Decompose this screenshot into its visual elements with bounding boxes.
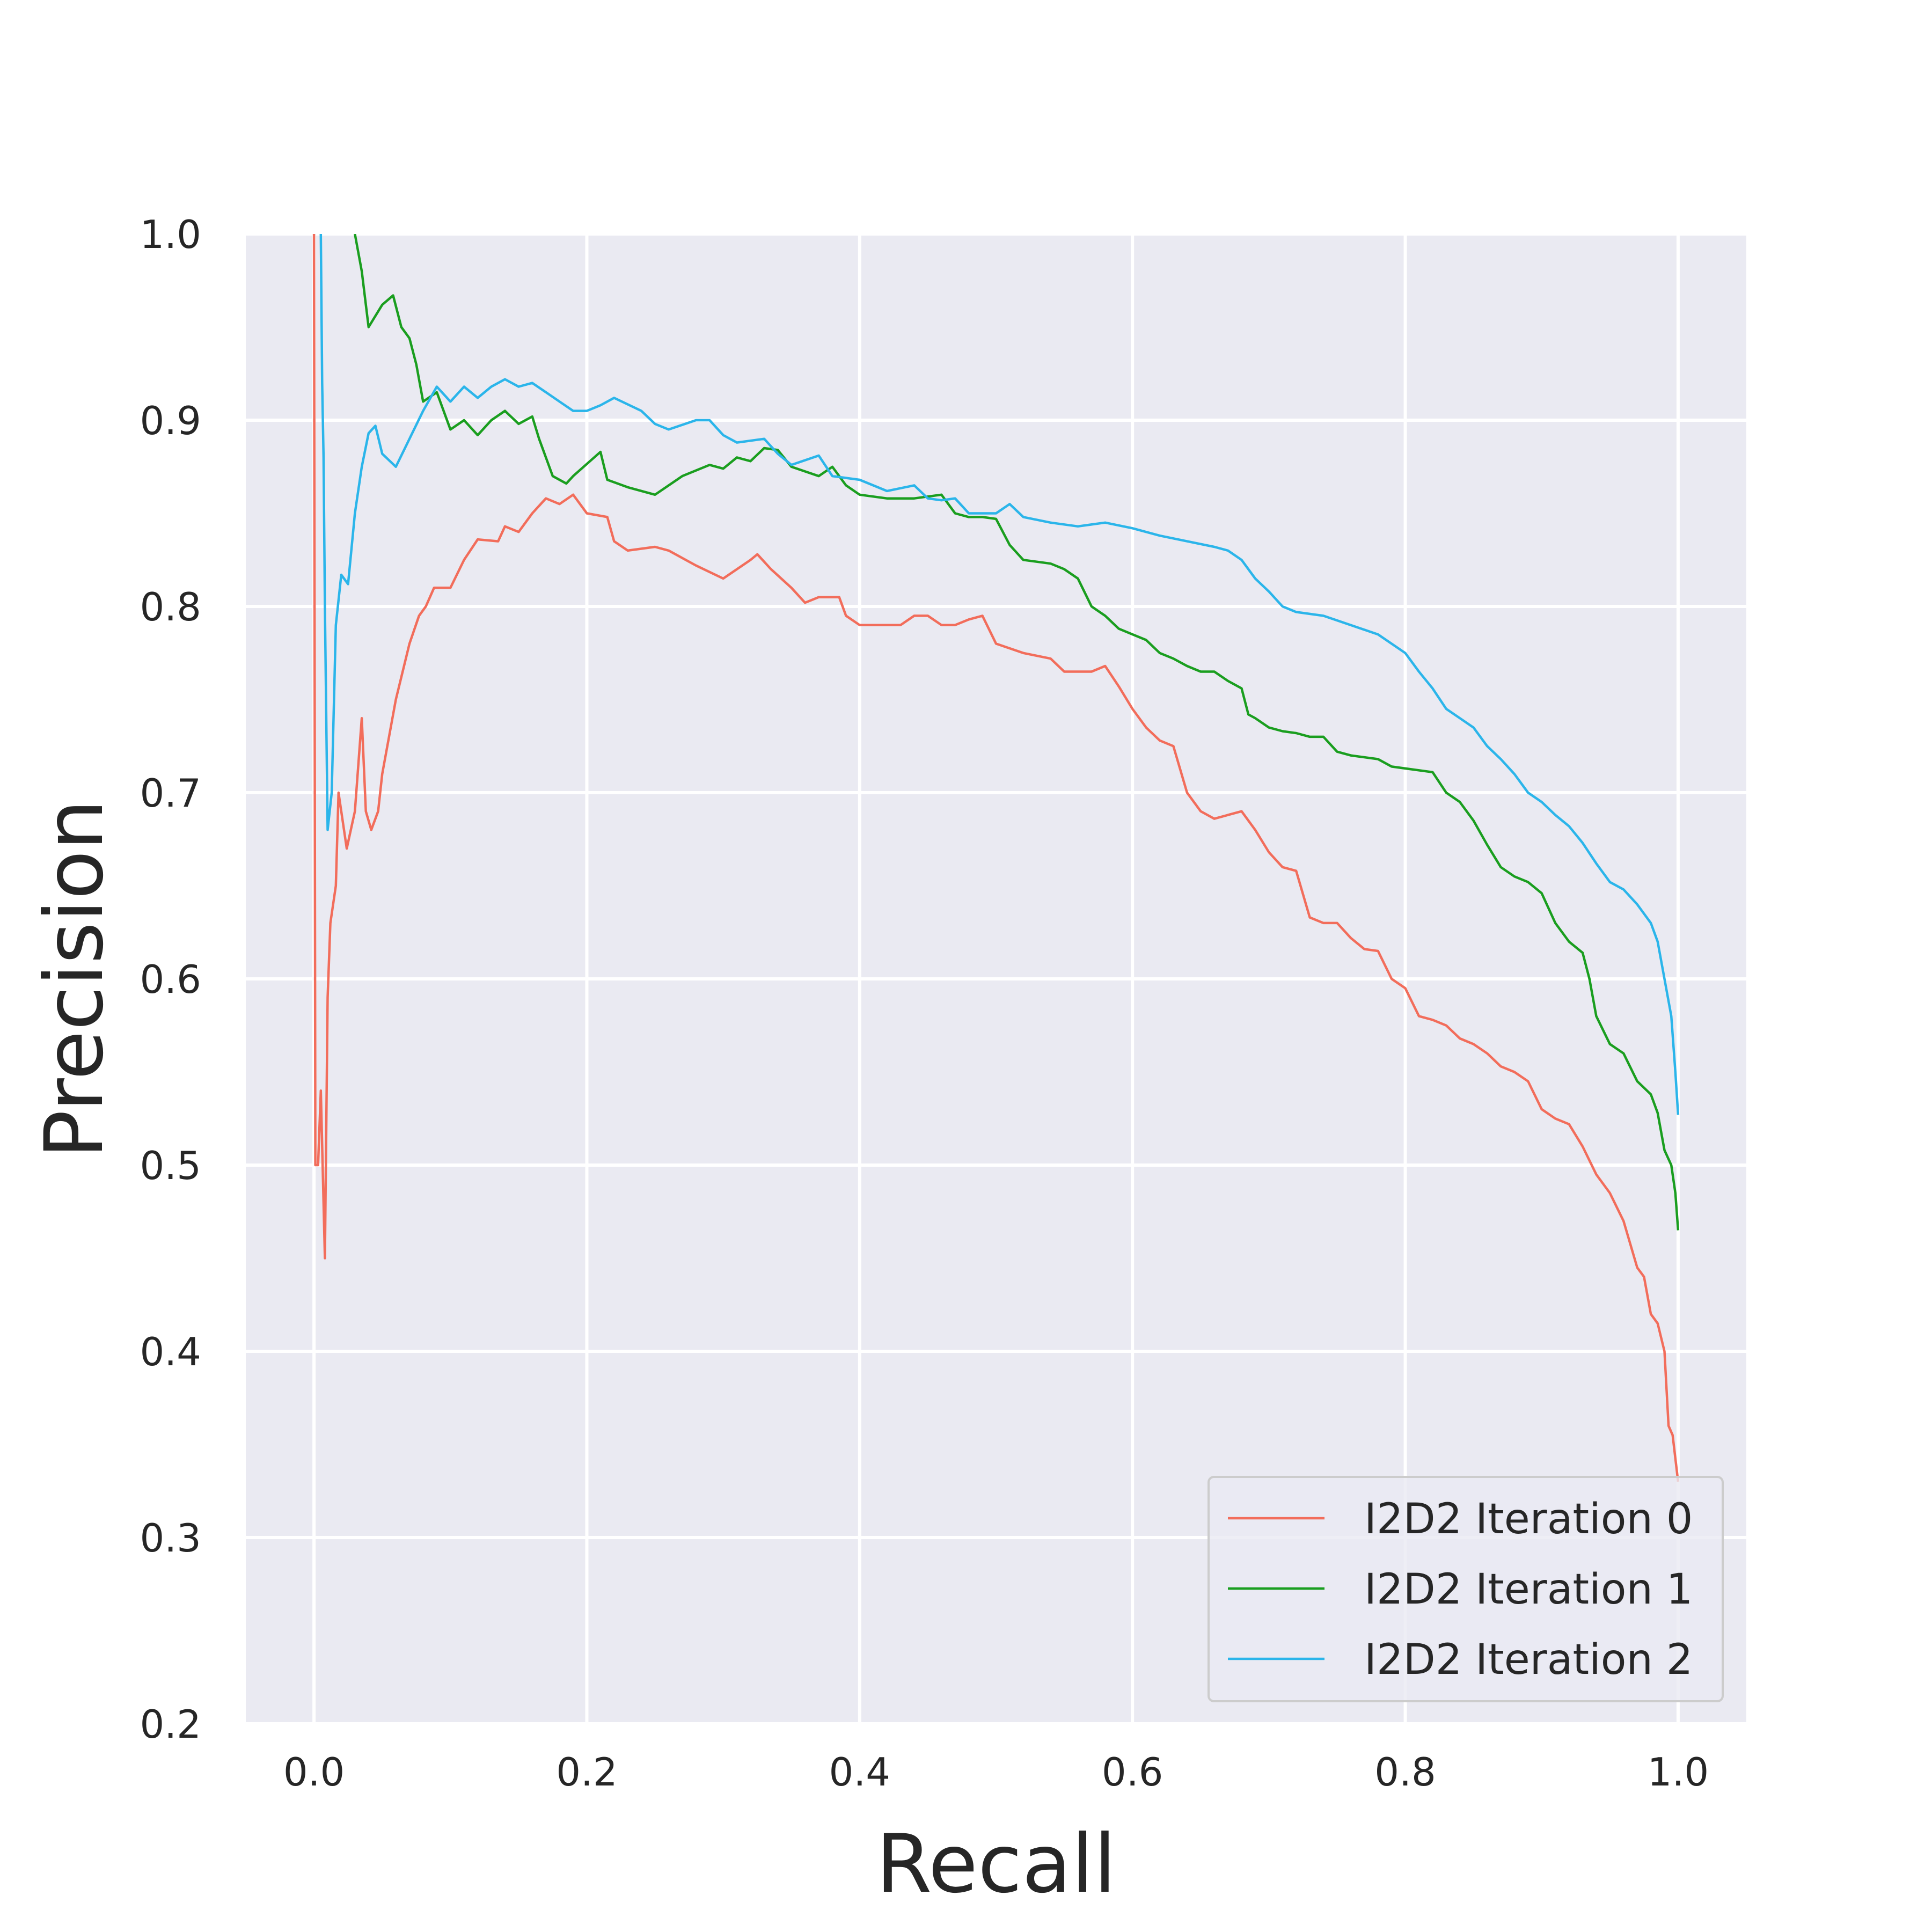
x-tick-label: 0.2 <box>556 1750 618 1795</box>
y-tick-label: 0.2 <box>140 1702 201 1747</box>
y-tick-label: 0.7 <box>140 771 201 816</box>
series-line-1 <box>354 234 1680 1231</box>
x-tick-label: 0.0 <box>283 1750 345 1795</box>
y-tick-label: 0.8 <box>140 584 201 630</box>
legend-label-2: I2D2 Iteration 2 <box>1364 1636 1693 1684</box>
y-tick-label: 1.0 <box>140 212 201 257</box>
x-tick-label: 1.0 <box>1648 1750 1709 1795</box>
series-lines <box>312 234 1680 1482</box>
x-tick-label: 0.4 <box>829 1750 891 1795</box>
series-line-2 <box>319 234 1680 1115</box>
legend-label-0: I2D2 Iteration 0 <box>1364 1495 1693 1543</box>
y-tick-label: 0.5 <box>140 1143 201 1188</box>
y-axis-title: Precision <box>28 799 121 1158</box>
legend-label-1: I2D2 Iteration 1 <box>1364 1565 1693 1614</box>
x-tick-labels: 0.0 0.2 0.4 0.6 0.8 1.0 <box>283 1750 1709 1795</box>
y-tick-label: 0.6 <box>140 957 201 1002</box>
x-tick-label: 0.8 <box>1374 1750 1436 1795</box>
y-tick-label: 0.4 <box>140 1329 201 1374</box>
series-line-0 <box>312 234 1680 1482</box>
legend-box <box>1208 1476 1724 1702</box>
x-tick-label: 0.6 <box>1102 1750 1163 1795</box>
x-axis-title: Recall <box>876 1818 1116 1911</box>
y-tick-label: 0.3 <box>140 1516 201 1561</box>
grid-lines <box>246 232 1746 1725</box>
legend: I2D2 Iteration 0 I2D2 Iteration 1 I2D2 Ite… <box>1208 1476 1724 1702</box>
y-tick-label: 0.9 <box>140 398 201 443</box>
y-tick-labels: 0.2 0.3 0.4 0.5 0.6 0.7 0.8 0.9 1.0 <box>140 212 201 1747</box>
